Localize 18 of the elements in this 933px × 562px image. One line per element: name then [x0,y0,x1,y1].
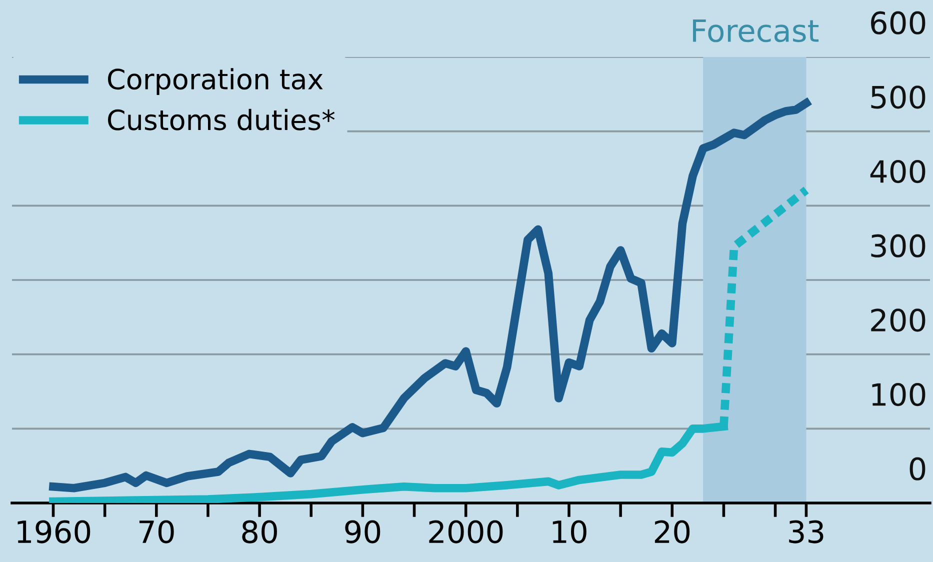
y-tick-label: 400 [870,160,926,184]
y-tick-label: 0 [910,457,926,480]
x-tick-label: 10 [552,520,586,544]
x-tick-label: 20 [654,520,690,544]
x-tick-label: 33 [789,520,824,544]
x-tick-label: 90 [345,520,380,544]
x-tick-label: 70 [139,520,174,544]
y-tick-label: 300 [871,234,926,258]
legend-label: Corporation tax [108,68,323,95]
y-tick-label: 600 [871,11,926,34]
y-tick-label: 200 [871,308,926,332]
y-tick-label: 100 [872,382,926,406]
x-tick-label: 2000 [429,520,503,544]
legend-label: Customs duties* [108,108,335,130]
x-tick-label: 1960 [18,520,90,544]
y-tick-label: 500 [871,86,926,109]
band-label: Forecast [693,19,819,42]
x-tick-label: 80 [242,520,277,544]
